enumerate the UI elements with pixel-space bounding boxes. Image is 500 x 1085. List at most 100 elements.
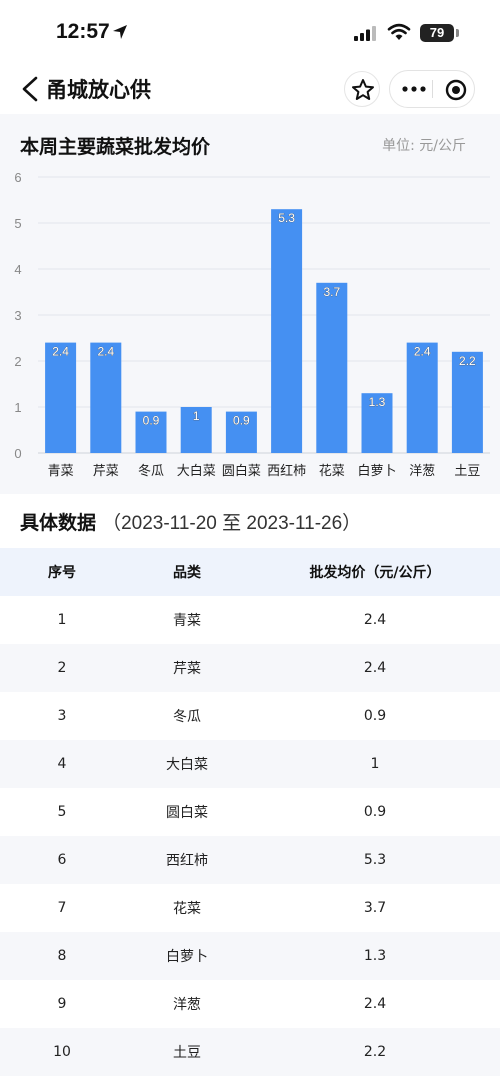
page-title: 甬城放心供 (46, 78, 151, 102)
chart-title: 本周主要蔬菜批发均价 (20, 136, 211, 158)
cell-index: 4 (57, 756, 67, 772)
bar (225, 411, 257, 453)
bar (316, 282, 348, 453)
capsule-divider (432, 80, 433, 98)
cell-category: 花菜 (173, 901, 201, 917)
more-dots-icon[interactable] (402, 79, 426, 99)
cell-price: 0.9 (363, 804, 387, 820)
cell-price: 5.3 (363, 852, 387, 868)
cell-category: 大白菜 (166, 757, 208, 773)
cell-index: 10 (53, 1044, 71, 1060)
y-tick-label: 6 (14, 170, 21, 185)
table-row: 1 青菜 2.4 (0, 596, 500, 644)
cell-category: 青菜 (173, 613, 201, 629)
data-label: 2.4 (414, 345, 431, 359)
bar (135, 411, 167, 453)
cell-price: 0.9 (363, 708, 387, 724)
data-table: 序号 品类 批发均价（元/公斤） 1 青菜 2.4 2 芹菜 2.4 3 冬瓜 … (0, 548, 500, 1076)
data-label: 1.3 (369, 395, 386, 409)
table-row: 2 芹菜 2.4 (0, 644, 500, 692)
cell-index: 8 (57, 948, 67, 964)
cell-price: 2.4 (363, 996, 387, 1012)
chart-unit: 单位: 元/公斤 (382, 138, 466, 154)
x-tick-label: 冬瓜 (138, 463, 164, 479)
data-label: 3.7 (323, 285, 340, 299)
y-tick-label: 4 (14, 262, 21, 277)
cell-index: 5 (57, 804, 67, 820)
x-tick-label: 洋葱 (409, 464, 435, 479)
cell-category: 洋葱 (173, 997, 201, 1013)
bar (361, 393, 393, 453)
y-tick-label: 2 (14, 354, 21, 369)
battery-tip (456, 29, 459, 37)
table-header: 序号 品类 批发均价（元/公斤） (0, 548, 500, 596)
data-label: 2.4 (97, 345, 114, 359)
table-row: 3 冬瓜 0.9 (0, 692, 500, 740)
status-time: 12:57 (56, 20, 110, 43)
mini-program-capsule (389, 70, 475, 108)
header-category: 品类 (173, 565, 201, 581)
cell-price: 2.4 (363, 612, 387, 628)
cell-index: 2 (57, 660, 67, 676)
bar (271, 209, 303, 453)
x-tick-label: 西红柿 (267, 463, 306, 479)
data-label: 1 (193, 409, 200, 423)
target-icon[interactable] (445, 79, 467, 101)
table-row: 6 西红柿 5.3 (0, 836, 500, 884)
bar-chart: 0 1 2 3 4 5 6 2.4 青菜 2.4 芹菜 0.9 冬瓜 1 大白菜 0.9 圆白菜 5.3 西红柿 3.… (14, 170, 490, 479)
table-row: 9 洋葱 2.4 (0, 980, 500, 1028)
cell-category: 西红柿 (166, 853, 208, 869)
y-tick-label: 1 (14, 400, 21, 415)
data-section-title: 具体数据 (20, 512, 97, 534)
x-tick-label: 青菜 (48, 464, 74, 479)
cell-category: 圆白菜 (166, 805, 208, 821)
x-tick-label: 芹菜 (93, 464, 119, 479)
table-row: 7 花菜 3.7 (0, 884, 500, 932)
bar (406, 342, 438, 453)
y-tick-label: 5 (14, 216, 21, 231)
cell-price: 1.3 (363, 948, 387, 964)
header-index: 序号 (48, 565, 76, 581)
table-row: 5 圆白菜 0.9 (0, 788, 500, 836)
header-price: 批发均价（元/公斤） (309, 565, 441, 581)
data-label: 0.9 (233, 414, 250, 428)
data-label: 2.2 (459, 354, 476, 368)
cell-price: 2.4 (363, 660, 387, 676)
x-tick-label: 白萝卜 (357, 463, 396, 479)
cell-price: 2.2 (363, 1044, 387, 1060)
data-section-header: 具体数据 （2023-11-20 至 2023-11-26） (20, 508, 361, 535)
nav-bar: 甬城放心供 (0, 64, 500, 114)
data-label: 5.3 (278, 211, 295, 225)
cell-index: 9 (57, 996, 67, 1012)
x-tick-label: 花菜 (319, 463, 345, 479)
date-range: （2023-11-20 至 2023-11-26） (102, 513, 362, 534)
cell-category: 土豆 (173, 1045, 201, 1061)
cell-index: 1 (57, 612, 67, 628)
signal-icon (354, 26, 376, 41)
y-tick-label: 3 (14, 308, 21, 323)
cell-category: 芹菜 (173, 661, 201, 677)
star-icon (352, 79, 374, 101)
table-row: 10 土豆 2.2 (0, 1028, 500, 1076)
bar (180, 407, 212, 453)
data-label: 0.9 (143, 414, 160, 428)
favorite-button[interactable] (344, 71, 380, 107)
cell-index: 3 (57, 708, 67, 724)
data-label: 2.4 (52, 345, 69, 359)
wifi-icon (387, 23, 411, 40)
cell-index: 7 (57, 900, 67, 916)
bar (45, 342, 77, 453)
status-bar: 12:57 79 (0, 0, 500, 64)
cell-category: 白萝卜 (166, 949, 208, 965)
table-row: 8 白萝卜 1.3 (0, 932, 500, 980)
x-tick-label: 圆白菜 (222, 463, 261, 479)
location-arrow-icon (113, 25, 127, 39)
cell-index: 6 (57, 852, 67, 868)
x-tick-label: 大白菜 (177, 463, 216, 479)
battery-icon: 79 (420, 24, 454, 42)
cell-category: 冬瓜 (173, 709, 201, 725)
bar (451, 351, 483, 453)
bar (90, 342, 122, 453)
chevron-left-icon[interactable] (16, 74, 44, 104)
x-tick-label: 土豆 (454, 464, 480, 479)
